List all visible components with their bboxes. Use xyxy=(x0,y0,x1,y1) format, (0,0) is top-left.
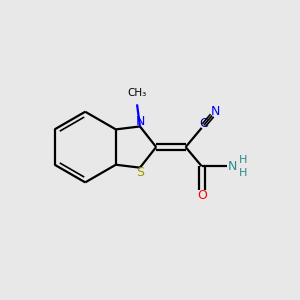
Text: CH₃: CH₃ xyxy=(128,88,147,98)
Text: C: C xyxy=(199,117,208,130)
Text: S: S xyxy=(136,167,144,179)
Text: H: H xyxy=(239,155,247,165)
Text: N: N xyxy=(135,115,145,128)
Text: O: O xyxy=(197,189,207,202)
Text: N: N xyxy=(227,160,237,173)
Text: N: N xyxy=(211,105,220,119)
Text: H: H xyxy=(239,168,247,178)
